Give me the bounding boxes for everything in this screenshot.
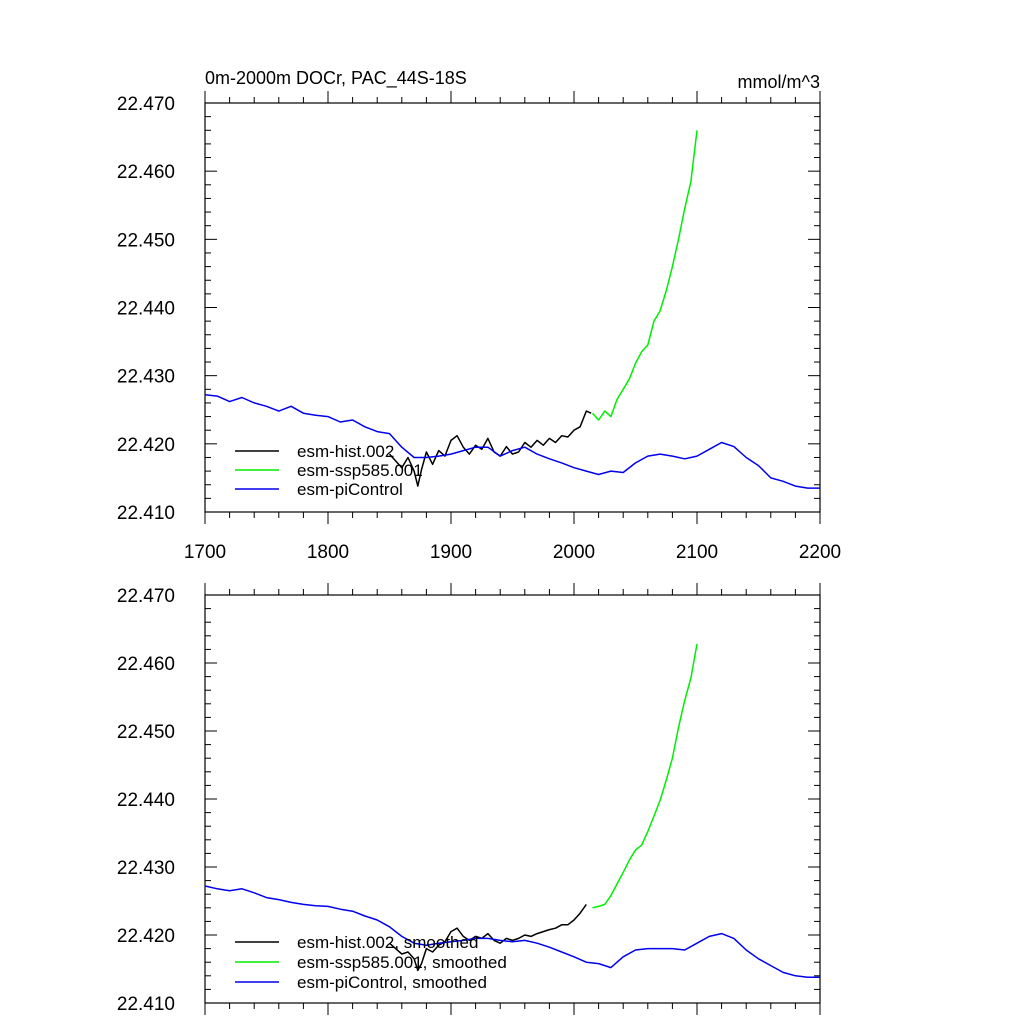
x-tick-label: 1800	[307, 542, 349, 563]
y-tick-label: 22.440	[117, 790, 175, 811]
y-tick-label: 22.470	[117, 94, 175, 115]
y-tick-label: 22.410	[117, 994, 175, 1015]
series-line-3	[204, 885, 820, 978]
series-line-2	[592, 643, 698, 909]
y-tick-label: 22.440	[117, 299, 175, 320]
y-tick-label: 22.420	[117, 926, 175, 947]
y-tick-label: 22.420	[117, 435, 175, 456]
x-tick-label: 2200	[799, 542, 841, 563]
series-line-1	[389, 903, 587, 972]
legend-label: esm-ssp585.001	[297, 461, 423, 480]
x-tick-label: 2100	[676, 542, 718, 563]
legend-label: esm-hist.002	[297, 442, 394, 461]
x-tick-label: 1700	[184, 542, 226, 563]
series-line-2	[591, 130, 698, 421]
bottom-panel: 22.410 22.420 22.430 22.440 22.450 22.460 22.4…	[117, 583, 821, 1015]
x-tick-label: 2000	[553, 542, 595, 563]
series-line-1	[388, 410, 592, 487]
y-tick-label: 22.460	[117, 654, 175, 675]
x-tick-label: 1900	[430, 542, 472, 563]
top-panel: 22.410 22.420 22.430 22.440 22.450 22.460 22.4…	[117, 68, 841, 563]
y-tick-label: 22.450	[117, 722, 175, 743]
legend-label: esm-ssp585.001, smoothed	[297, 953, 507, 972]
legend-label: esm-hist.002, smoothed	[297, 933, 478, 952]
legend-label: esm-piControl	[297, 480, 403, 499]
y-tick-label: 22.410	[117, 503, 175, 524]
y-tick-label: 22.470	[117, 586, 175, 607]
units-label: mmol/m^3	[738, 72, 820, 92]
y-tick-label: 22.430	[117, 367, 175, 388]
y-tick-label: 22.430	[117, 858, 175, 879]
legend-label: esm-piControl, smoothed	[297, 973, 487, 992]
y-tick-label: 22.450	[117, 230, 175, 251]
y-tick-label: 22.460	[117, 162, 175, 183]
series-line-3	[204, 394, 820, 489]
chart-title: 0m-2000m DOCr, PAC_44S-18S	[205, 68, 467, 89]
